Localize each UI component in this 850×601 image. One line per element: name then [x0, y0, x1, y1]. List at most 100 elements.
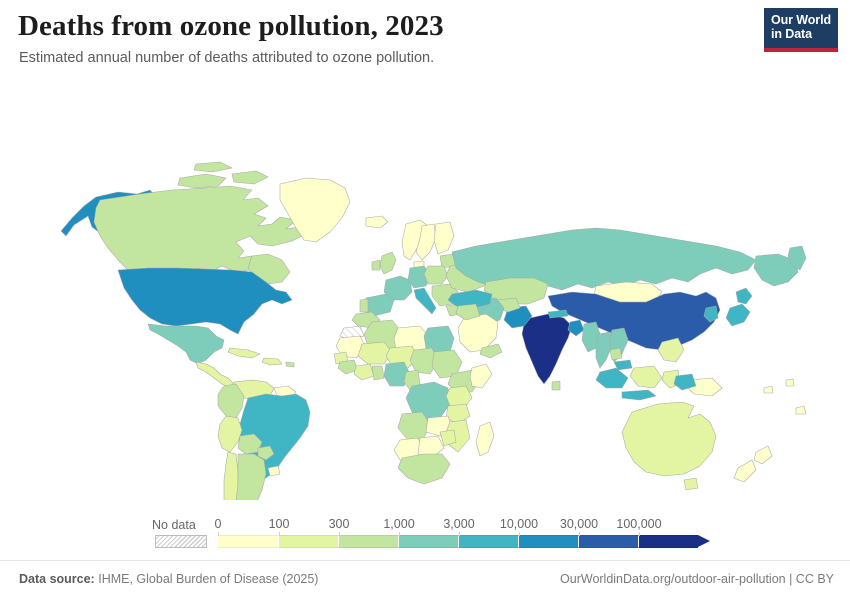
country-nigeria[interactable] — [384, 362, 410, 386]
country-japan[interactable] — [736, 288, 752, 304]
country-ghana[interactable] — [372, 366, 384, 380]
country-kamchatka[interactable] — [788, 246, 806, 270]
country-new-zealand[interactable] — [754, 446, 772, 464]
country-poland[interactable] — [424, 266, 448, 284]
country-portugal[interactable] — [360, 299, 368, 312]
owid-logo[interactable]: Our World in Data — [764, 8, 838, 52]
country-peru[interactable] — [218, 416, 242, 452]
country-united-kingdom[interactable] — [380, 252, 396, 274]
country-arctic-island-3[interactable] — [194, 162, 232, 172]
country-france[interactable] — [384, 276, 412, 300]
country-pacific-island-1[interactable] — [764, 386, 773, 393]
legend-bin-3[interactable]: 1,000 — [383, 517, 458, 548]
legend-bin-1[interactable]: 100 — [269, 517, 338, 548]
country-cambodia[interactable] — [610, 348, 622, 360]
legend-tick-mark-0 — [218, 532, 219, 536]
chart-footer: Data source: IHME, Global Burden of Dise… — [0, 560, 850, 601]
legend-tick-label-7: 100,000 — [616, 517, 662, 531]
country-argentina[interactable] — [234, 454, 266, 500]
country-guinea[interactable] — [338, 360, 358, 374]
map-svg — [0, 96, 850, 500]
data-source-text: IHME, Global Burden of Disease (2025) — [98, 572, 319, 586]
page-title: Deaths from ozone pollution, 2023 — [18, 10, 444, 42]
map-legend: No data 0 100 300 1,000 3,000 10,000 — [0, 505, 850, 553]
country-turkey[interactable] — [448, 290, 492, 308]
page-subtitle: Estimated annual number of deaths attrib… — [19, 50, 435, 66]
country-mexico[interactable] — [148, 324, 224, 364]
legend-tick-label-4: 3,000 — [443, 517, 475, 531]
legend-bin-0[interactable]: 0 — [215, 517, 278, 548]
country-zimbabwe[interactable] — [440, 430, 456, 446]
country-hispaniola[interactable] — [262, 358, 282, 365]
country-thailand[interactable] — [596, 332, 612, 368]
country-central-america[interactable] — [196, 362, 234, 388]
country-russia-far-east[interactable] — [754, 254, 798, 286]
country-new-zealand-south[interactable] — [734, 460, 756, 482]
legend-tick-mark-3 — [399, 532, 400, 536]
country-indonesia-borneo[interactable] — [630, 366, 662, 388]
legend-tick-mark-7 — [639, 532, 640, 536]
country-australia[interactable] — [622, 402, 716, 476]
country-uruguay[interactable] — [268, 466, 280, 476]
country-fiji[interactable] — [796, 406, 806, 414]
country-chad[interactable] — [410, 348, 438, 374]
country-sweden[interactable] — [416, 224, 436, 260]
country-arctic-islands[interactable] — [178, 174, 226, 188]
legend-bin-5[interactable]: 10,000 — [500, 517, 578, 548]
footer-url-license[interactable]: OurWorldinData.org/outdoor-air-pollution… — [560, 572, 834, 586]
legend-tick-mark-4 — [459, 532, 460, 536]
country-bangladesh[interactable] — [568, 320, 584, 336]
country-finland[interactable] — [434, 222, 454, 254]
owid-logo-line-2: in Data — [771, 27, 812, 41]
country-mali[interactable] — [358, 342, 392, 364]
country-pakistan[interactable] — [504, 306, 532, 328]
country-sri-lanka[interactable] — [552, 381, 560, 390]
legend-bin-2[interactable]: 300 — [329, 517, 398, 548]
country-india[interactable] — [522, 314, 572, 384]
legend-tick-label-1: 100 — [268, 517, 290, 531]
country-tasmania[interactable] — [684, 478, 698, 490]
legend-tick-label-2: 300 — [328, 517, 350, 531]
country-ivory-coast[interactable] — [354, 364, 374, 380]
country-malaysia[interactable] — [614, 360, 632, 370]
data-source-note: Data source: IHME, Global Burden of Dise… — [19, 572, 318, 586]
country-indonesia-sumatra[interactable] — [596, 368, 628, 388]
country-yemen[interactable] — [480, 344, 502, 358]
legend-tick-label-0: 0 — [214, 517, 222, 531]
country-somalia[interactable] — [470, 364, 492, 388]
country-chile[interactable] — [224, 452, 238, 500]
legend-bin-6[interactable]: 30,000 — [560, 517, 638, 548]
country-paraguay[interactable] — [258, 446, 274, 460]
legend-tick-mark-5 — [519, 532, 520, 536]
country-philippines[interactable] — [658, 338, 684, 362]
legend-tick-label-3: 1,000 — [383, 517, 415, 531]
legend-no-data-swatch[interactable] — [155, 535, 207, 548]
country-cuba[interactable] — [228, 348, 260, 358]
country-indonesia-java[interactable] — [622, 390, 656, 400]
country-greenland[interactable] — [280, 178, 350, 242]
country-arctic-island-2[interactable] — [232, 171, 268, 184]
legend-bin-7[interactable]: 100,000 — [616, 517, 698, 548]
world-choropleth-map[interactable] — [0, 96, 850, 500]
country-botswana[interactable] — [418, 436, 444, 458]
country-south-africa[interactable] — [398, 454, 450, 484]
country-united-states[interactable] — [118, 268, 292, 334]
country-korea[interactable] — [704, 306, 718, 322]
country-niger[interactable] — [386, 346, 418, 368]
legend-bin-4[interactable]: 3,000 — [443, 517, 518, 548]
legend-tick-mark-6 — [579, 532, 580, 536]
country-japan-honshu[interactable] — [726, 304, 750, 326]
country-ireland[interactable] — [372, 260, 380, 270]
country-pacific-island-2[interactable] — [786, 379, 794, 386]
country-puerto-rico[interactable] — [286, 362, 294, 367]
legend-color-bins[interactable]: 0 100 300 1,000 3,000 10,000 30,000 100 — [215, 517, 698, 548]
chart-header: Deaths from ozone pollution, 2023 Estima… — [0, 0, 850, 92]
country-italy[interactable] — [414, 288, 436, 314]
country-iraq[interactable] — [456, 304, 480, 320]
country-iceland[interactable] — [366, 216, 388, 228]
country-madagascar[interactable] — [476, 422, 494, 456]
country-nepal[interactable] — [548, 310, 568, 318]
legend-tick-mark-2 — [339, 532, 340, 536]
country-west-papua[interactable] — [674, 374, 696, 390]
country-germany[interactable] — [408, 266, 430, 288]
